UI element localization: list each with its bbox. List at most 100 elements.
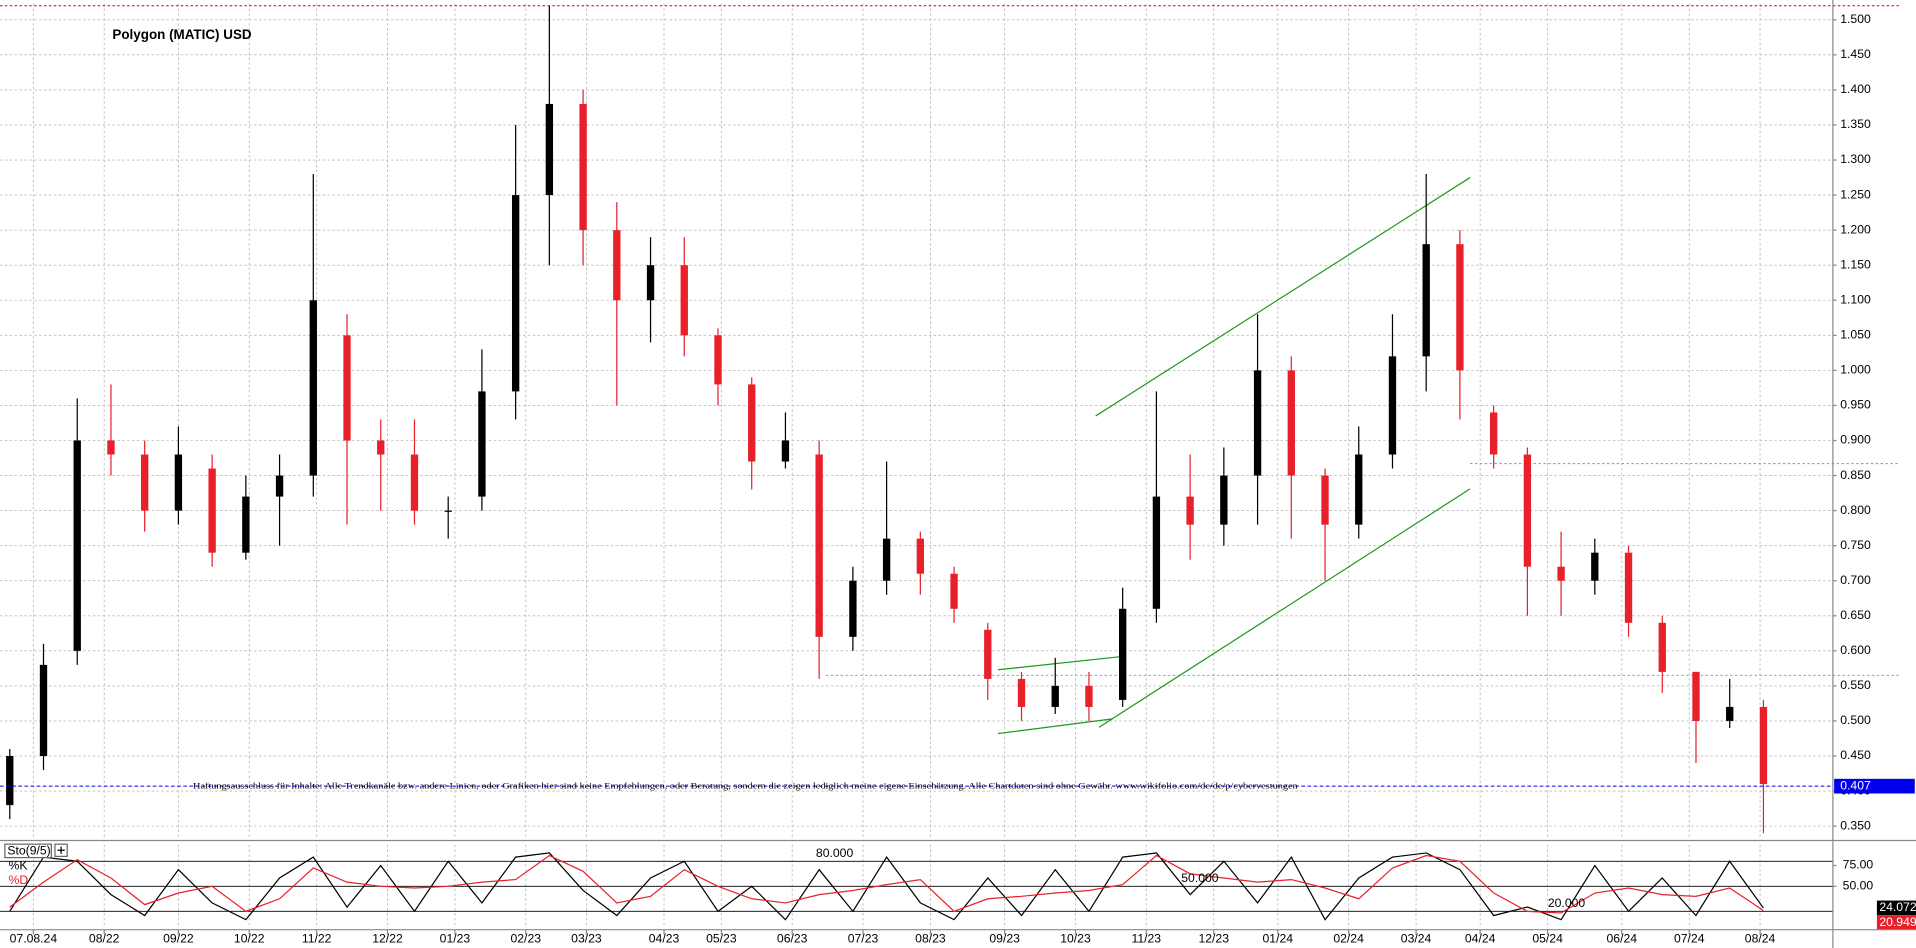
candle-body	[815, 454, 823, 637]
candle-body	[73, 440, 81, 651]
x-tick-label: 03/23	[571, 932, 602, 946]
candle-body	[545, 103, 554, 196]
oscillator-line	[9, 852, 1764, 921]
candle-body	[916, 538, 924, 574]
level-label: 50.000	[1181, 871, 1219, 885]
candle-body	[511, 195, 520, 392]
candle-body	[174, 454, 183, 511]
x-tick-label: 01/24	[1263, 932, 1294, 946]
x-tick-label: 07/23	[848, 932, 879, 946]
candle-body	[613, 230, 621, 301]
candle-body	[646, 265, 655, 301]
candle-body	[1591, 552, 1599, 581]
y-tick-label: 1.250	[1840, 187, 1871, 201]
trend-line	[1095, 177, 1471, 417]
candle-body	[714, 335, 722, 385]
candle-body	[275, 475, 284, 497]
candle-body	[849, 580, 857, 637]
candle-body	[39, 664, 48, 757]
trend-line	[997, 718, 1113, 735]
y-tick-label: 0.350	[1840, 818, 1871, 832]
candle-body	[748, 384, 756, 462]
candle-body	[1017, 678, 1026, 707]
trend-line	[997, 655, 1123, 671]
x-tick-label: 06/23	[777, 932, 808, 946]
candle-body	[1152, 496, 1161, 609]
candle-body	[1624, 552, 1633, 623]
x-tick-label: 01/23	[440, 932, 471, 946]
candle-body	[579, 103, 587, 231]
x-tick-label: 07.08.24	[10, 932, 58, 946]
candle-body	[1523, 454, 1532, 567]
candle-body	[680, 265, 688, 336]
y-tick-label: 1.150	[1840, 257, 1871, 271]
oscillator-line	[9, 854, 1764, 914]
y-tick-label: 0.550	[1840, 678, 1871, 692]
candle-body	[377, 440, 385, 455]
y-tick-label: 1.500	[1840, 12, 1871, 26]
indicator-legend-box[interactable]	[4, 843, 52, 859]
candle-body	[1456, 244, 1464, 371]
x-tick-label: 08/24	[1745, 932, 1776, 946]
candle-body	[984, 629, 992, 679]
candle-body	[882, 538, 891, 581]
y-tick-label: 1.050	[1840, 328, 1871, 342]
y-tick-label: 1.200	[1840, 222, 1871, 236]
y-tick-label: 1.450	[1840, 47, 1871, 61]
y-tick-label: 0.800	[1840, 503, 1871, 517]
marks-layer	[0, 5, 1901, 921]
candle-body	[6, 756, 14, 806]
candle-body	[1759, 706, 1768, 785]
candle-body	[107, 440, 115, 455]
x-tick-label: 10/22	[234, 932, 265, 946]
current-price-box	[1834, 778, 1915, 794]
candle-body	[1557, 566, 1565, 581]
legend-entry: %D	[9, 873, 29, 887]
candle-body	[1726, 706, 1734, 721]
candle-body	[950, 573, 958, 609]
last-value-box	[1876, 915, 1916, 930]
plus-icon	[57, 846, 65, 854]
x-tick-label: 05/24	[1532, 932, 1563, 946]
candle-body	[1119, 608, 1127, 700]
y-tick-label: 0.750	[1840, 538, 1871, 552]
grid-layer	[0, 3, 1833, 928]
candle-body	[1085, 685, 1093, 707]
candle-body	[444, 510, 452, 512]
candle-body	[1489, 412, 1498, 455]
x-tick-label: 06/24	[1607, 932, 1638, 946]
x-tick-label: 04/23	[649, 932, 680, 946]
last-value-box	[1876, 900, 1916, 916]
y-tick-label: 0.450	[1840, 748, 1871, 762]
last-value-label: 24.072	[1879, 900, 1916, 914]
y-tick-label: 1.350	[1840, 117, 1871, 131]
y-tick-label: 0.850	[1840, 468, 1871, 482]
candle-body	[1186, 496, 1194, 525]
labels-layer: 07.08.24 08/22 09/22 10/22 11/22 12/22 01/23 02…	[9, 12, 1916, 946]
disclaimer: Haftungsausschluss für Inhalte: Alle Tre…	[193, 781, 1298, 791]
y-tick-label: 0.700	[1840, 573, 1871, 587]
chart-title: Polygon (MATIC) USD	[112, 27, 251, 42]
x-tick-label: 11/22	[302, 932, 332, 946]
x-tick-label: 11/23	[1131, 932, 1161, 946]
candle-body	[1422, 244, 1430, 357]
x-tick-label: 10/23	[1060, 932, 1091, 946]
trend-line	[1098, 488, 1471, 728]
last-value-label: 20.949	[1879, 915, 1916, 929]
candle-body	[410, 454, 419, 511]
y-tick-label: 0.900	[1840, 433, 1871, 447]
y-tick-label: 0.650	[1840, 608, 1871, 622]
x-tick-label: 08/22	[89, 932, 120, 946]
indicator-name: Sto(9/5)	[7, 844, 50, 858]
candle-body	[1355, 454, 1363, 525]
candle-body	[1287, 370, 1295, 476]
x-tick-label: 12/22	[372, 932, 403, 946]
x-tick-label: 12/23	[1198, 932, 1229, 946]
y-tick-label: 1.100	[1840, 292, 1871, 306]
x-tick-label: 05/23	[706, 932, 737, 946]
candle-body	[141, 454, 149, 511]
x-tick-label: 07/24	[1674, 932, 1705, 946]
candle-body	[309, 300, 317, 476]
